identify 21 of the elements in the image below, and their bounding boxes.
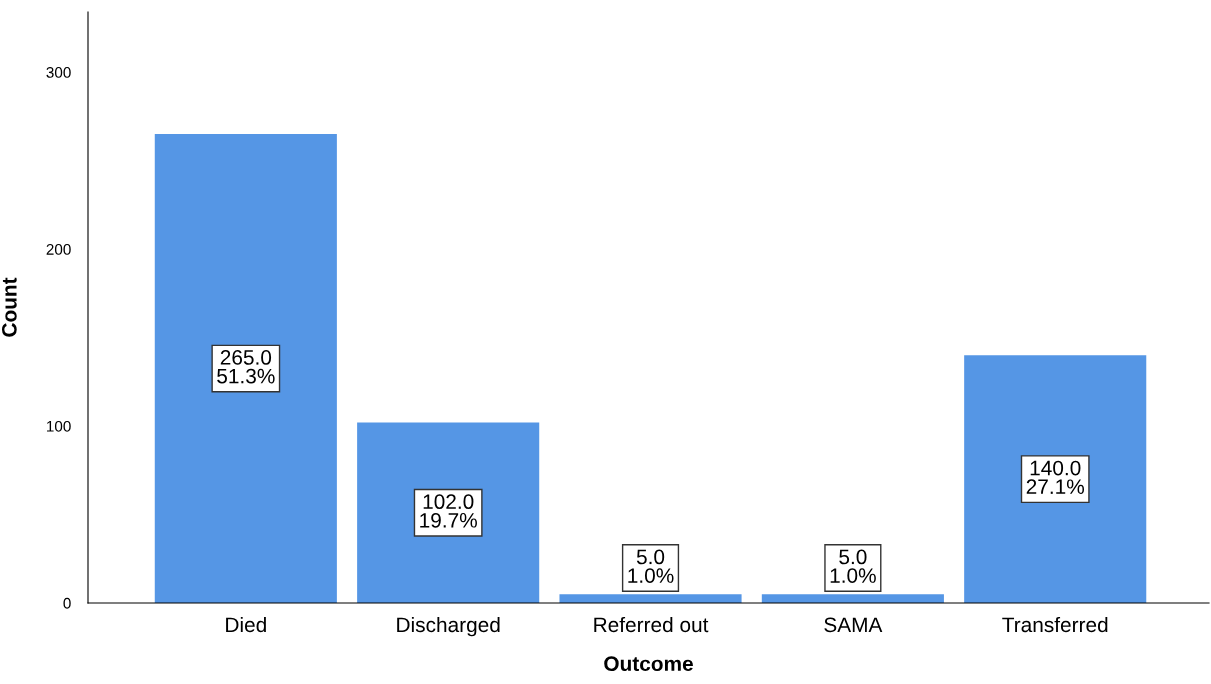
bar	[559, 594, 742, 603]
data-label: 5.0 1.0%	[628, 549, 674, 583]
bar	[357, 422, 540, 603]
data-label: 140.0 27.1%	[1026, 460, 1085, 494]
y-tick-label: 200	[46, 243, 71, 255]
bar	[761, 594, 944, 603]
x-tick-label: Died	[226, 616, 266, 633]
y-axis-title: Count	[1, 277, 17, 337]
y-tick-label: 0	[63, 597, 71, 609]
bar	[154, 134, 337, 603]
bar	[964, 355, 1147, 603]
x-tick-label: Referred out	[594, 616, 709, 633]
x-tick-label: Discharged	[397, 616, 500, 637]
y-tick-label: 100	[47, 420, 71, 432]
x-axis-title: Outcome	[604, 656, 693, 672]
y-tick-label: 300	[46, 67, 71, 78]
data-label: 102.0 19.7%	[420, 494, 477, 528]
x-tick-label: SAMA	[824, 617, 883, 633]
x-tick-label: Transferred	[1002, 616, 1108, 633]
data-label: 265.0 51.3%	[217, 350, 275, 384]
data-label: 5.0 1.0%	[830, 549, 876, 583]
